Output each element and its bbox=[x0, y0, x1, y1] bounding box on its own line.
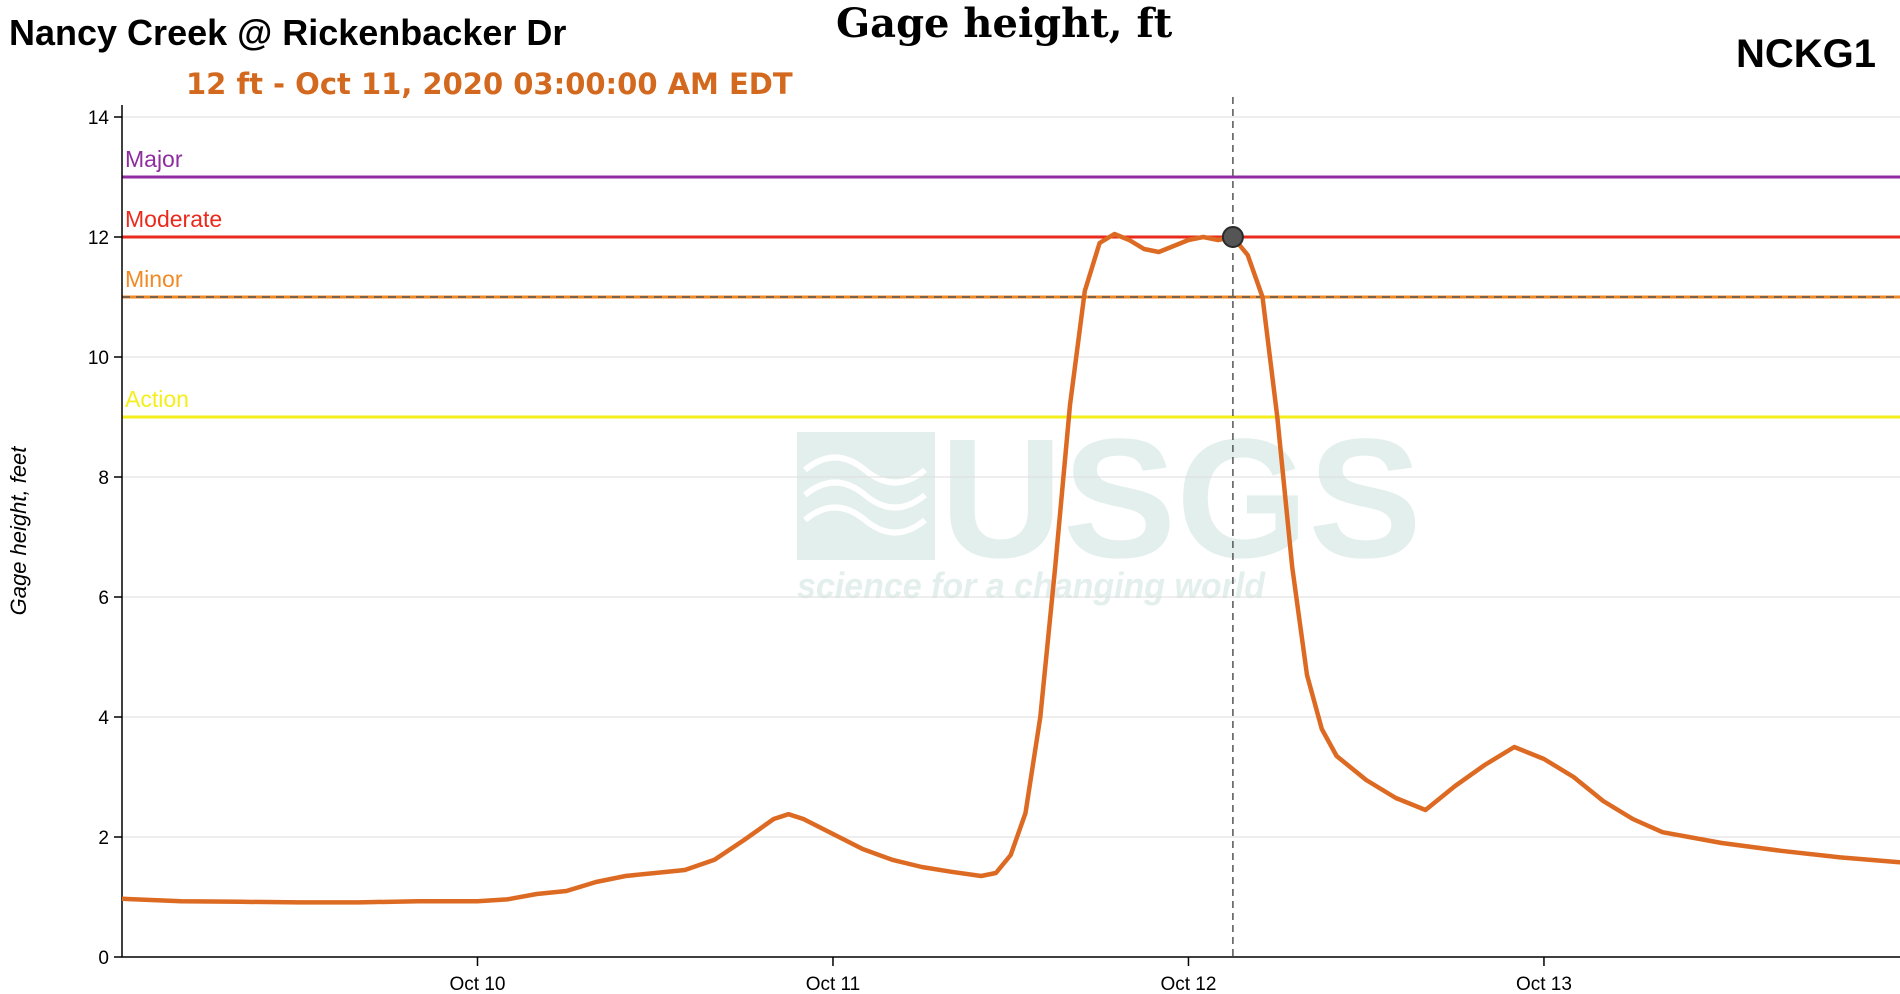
usgs-wave-icon bbox=[803, 454, 927, 536]
axes bbox=[121, 105, 1900, 958]
usgs-watermark: USGS science for a changing world bbox=[797, 404, 1422, 606]
usgs-logo-text: USGS bbox=[940, 404, 1422, 594]
x-tick-label: Oct 13 bbox=[1516, 974, 1572, 994]
gage-height-series-line bbox=[121, 231, 1900, 905]
y-tick-label: 10 bbox=[88, 348, 109, 369]
x-tick-label: Oct 11 bbox=[806, 974, 861, 994]
x-tick-label: Oct 10 bbox=[449, 974, 505, 994]
y-ticks: 0 2 4 6 8 10 12 14 bbox=[88, 108, 122, 969]
threshold-label-major: Major bbox=[125, 146, 183, 172]
y-tick-label: 6 bbox=[98, 588, 109, 609]
y-tick-label: 8 bbox=[98, 468, 109, 489]
y-tick-label: 12 bbox=[88, 228, 109, 249]
chart-title: Gage height, ft bbox=[836, 0, 1173, 47]
y-tick-label: 14 bbox=[88, 108, 110, 129]
station-name: Nancy Creek @ Rickenbacker Dr bbox=[9, 12, 566, 53]
y-axis-label: Gage height, feet bbox=[6, 446, 31, 616]
usgs-tagline: science for a changing world bbox=[797, 565, 1266, 606]
cursor-point[interactable] bbox=[1221, 226, 1244, 248]
threshold-label-moderate: Moderate bbox=[125, 206, 222, 232]
gridlines bbox=[122, 116, 1900, 838]
cursor-readout: 12 ft - Oct 11, 2020 03:00:00 AM EDT bbox=[186, 67, 793, 101]
threshold-label-action: Action bbox=[125, 386, 189, 412]
x-tick-label: Oct 12 bbox=[1160, 974, 1216, 994]
x-ticks: Oct 10 Oct 11 Oct 12 Oct 13 bbox=[449, 957, 1572, 994]
y-tick-label: 0 bbox=[98, 948, 109, 969]
threshold-lines: Major Moderate Minor Action bbox=[122, 146, 1900, 419]
threshold-label-minor: Minor bbox=[125, 266, 183, 292]
y-tick-label: 2 bbox=[98, 828, 109, 849]
station-id: NCKG1 bbox=[1736, 32, 1876, 76]
y-tick-label: 4 bbox=[98, 708, 109, 729]
